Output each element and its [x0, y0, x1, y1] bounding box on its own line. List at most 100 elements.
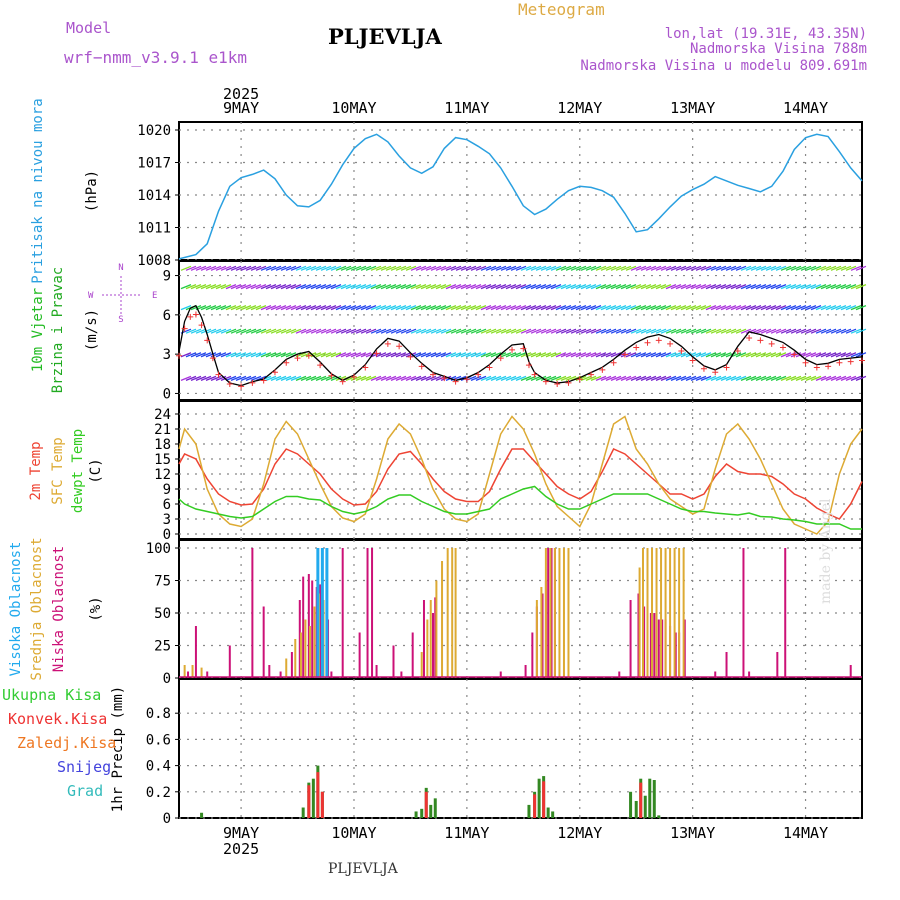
wind-barb — [855, 265, 867, 271]
wind-barb — [685, 305, 697, 311]
wind-barb — [440, 328, 452, 334]
wind-barb — [250, 265, 262, 271]
wind-barb — [765, 375, 777, 381]
wind-barb — [505, 375, 517, 381]
wind-barb — [290, 265, 302, 271]
wind-barb — [740, 375, 752, 381]
wind-barb — [660, 352, 672, 358]
wind-barb — [460, 352, 472, 358]
wind-barb — [420, 328, 432, 334]
wind-barb — [205, 375, 217, 381]
wind-barb — [540, 265, 552, 271]
wind-barb — [645, 284, 657, 290]
wind-barb — [780, 265, 792, 271]
wind-barb — [820, 352, 832, 358]
wind-barb — [550, 265, 562, 271]
wind-barb — [770, 352, 782, 358]
wind-gust-mark — [525, 362, 532, 369]
wind-barb — [700, 375, 712, 381]
compass-w: W — [88, 291, 94, 301]
cloud-bar — [228, 645, 231, 678]
wind-barb — [325, 284, 337, 290]
wind-barb — [230, 284, 242, 290]
wind-barb — [380, 284, 392, 290]
wind-barb — [795, 375, 807, 381]
cloud-bar — [643, 606, 646, 678]
precip-bar — [648, 778, 652, 818]
wind-barb — [190, 352, 202, 358]
wind-barb — [810, 328, 822, 334]
wind-barb — [395, 305, 407, 311]
wind-barb — [210, 305, 222, 311]
wind-barb — [715, 352, 727, 358]
wind-barb — [405, 328, 417, 334]
wind-barb — [520, 328, 532, 334]
precip-ytick-label: 0.2 — [146, 785, 171, 801]
precip-bar — [634, 800, 638, 818]
lonlat-label: lon,lat (19.31E, 43.35N) — [664, 26, 867, 42]
wind-barb — [325, 265, 337, 271]
pressure-ytick-label: 1014 — [137, 188, 171, 204]
temperature-series-line — [178, 415, 863, 535]
wind-barb — [650, 328, 662, 334]
wind-barb — [330, 328, 342, 334]
wind-barb — [305, 265, 317, 271]
wind-barb — [515, 328, 527, 334]
wind-barb — [390, 305, 402, 311]
wind-barb — [580, 284, 592, 290]
wind-barb — [695, 375, 707, 381]
wind-barb — [815, 305, 827, 311]
wind-barb — [550, 352, 562, 358]
wind-barb — [200, 352, 212, 358]
wind-barb — [780, 375, 792, 381]
wind-barb — [440, 284, 452, 290]
wind-barb — [710, 265, 722, 271]
wind-barb — [275, 305, 287, 311]
wind-gust-mark — [317, 362, 324, 369]
wind-barb — [580, 265, 592, 271]
wind-barb — [760, 328, 772, 334]
wind-barb — [325, 305, 337, 311]
wind-barb — [440, 352, 452, 358]
wind-barb — [385, 284, 397, 290]
wind-barb — [235, 265, 247, 271]
compass-e: E — [152, 291, 157, 301]
wind-barb — [415, 284, 427, 290]
wind-barb — [375, 265, 387, 271]
cloud-bar — [541, 593, 544, 678]
wind-barb — [700, 305, 712, 311]
wind-gust-mark — [418, 363, 425, 370]
wind-barb — [625, 375, 637, 381]
wind-barb — [775, 284, 787, 290]
wind-barb — [205, 265, 217, 271]
wind-barb — [835, 328, 847, 334]
wind-barb — [665, 284, 677, 290]
cloud-bar — [446, 548, 449, 678]
wind-barb — [475, 328, 487, 334]
wind-barb — [565, 352, 577, 358]
wind-barb — [335, 305, 347, 311]
cloud-bar — [683, 619, 686, 678]
wind-barb — [245, 284, 257, 290]
wind-gust-mark — [768, 340, 775, 347]
wind-barb — [305, 284, 317, 290]
cloud-bar — [714, 671, 717, 678]
wind-barb — [610, 284, 622, 290]
wind-barb — [235, 375, 247, 381]
wind-barb — [250, 284, 262, 290]
wind-ytick-label: 3 — [163, 347, 171, 363]
wind-barb — [805, 265, 817, 271]
wind-barb — [795, 305, 807, 311]
bottom-date-label: 12MAY — [557, 824, 602, 842]
wind-barb — [305, 305, 317, 311]
wind-barb — [345, 284, 357, 290]
wind-barb — [675, 265, 687, 271]
wind-barb — [330, 265, 342, 271]
wind-barb — [440, 265, 452, 271]
wind-barb — [600, 305, 612, 311]
wind-barb — [680, 375, 692, 381]
wind-gust-mark — [181, 325, 188, 332]
wind-barb — [840, 375, 852, 381]
wind-barb — [485, 265, 497, 271]
cloud-bar — [411, 632, 414, 678]
